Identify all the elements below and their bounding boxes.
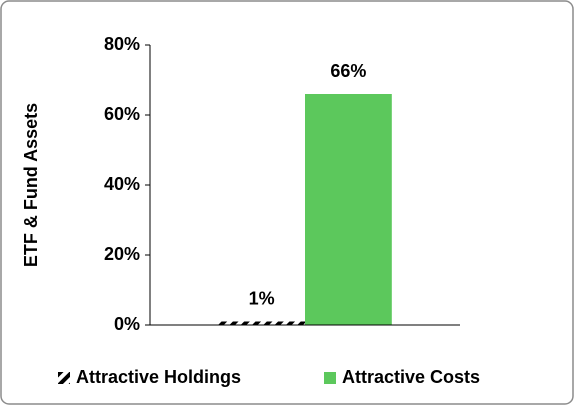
y-tick-label: 20% (104, 244, 140, 264)
y-tick-label: 40% (104, 174, 140, 194)
legend-marker (58, 372, 70, 384)
legend-label: Attractive Costs (342, 367, 480, 387)
bar (218, 321, 305, 325)
value-label: 66% (330, 61, 366, 81)
legend-marker (324, 372, 336, 384)
y-tick-label: 0% (114, 314, 140, 334)
y-tick-label: 80% (104, 34, 140, 54)
bar (305, 94, 392, 325)
legend-label: Attractive Holdings (76, 367, 241, 387)
y-axis-title: ETF & Fund Assets (21, 103, 41, 267)
y-tick-label: 60% (104, 104, 140, 124)
value-label: 1% (249, 288, 275, 308)
